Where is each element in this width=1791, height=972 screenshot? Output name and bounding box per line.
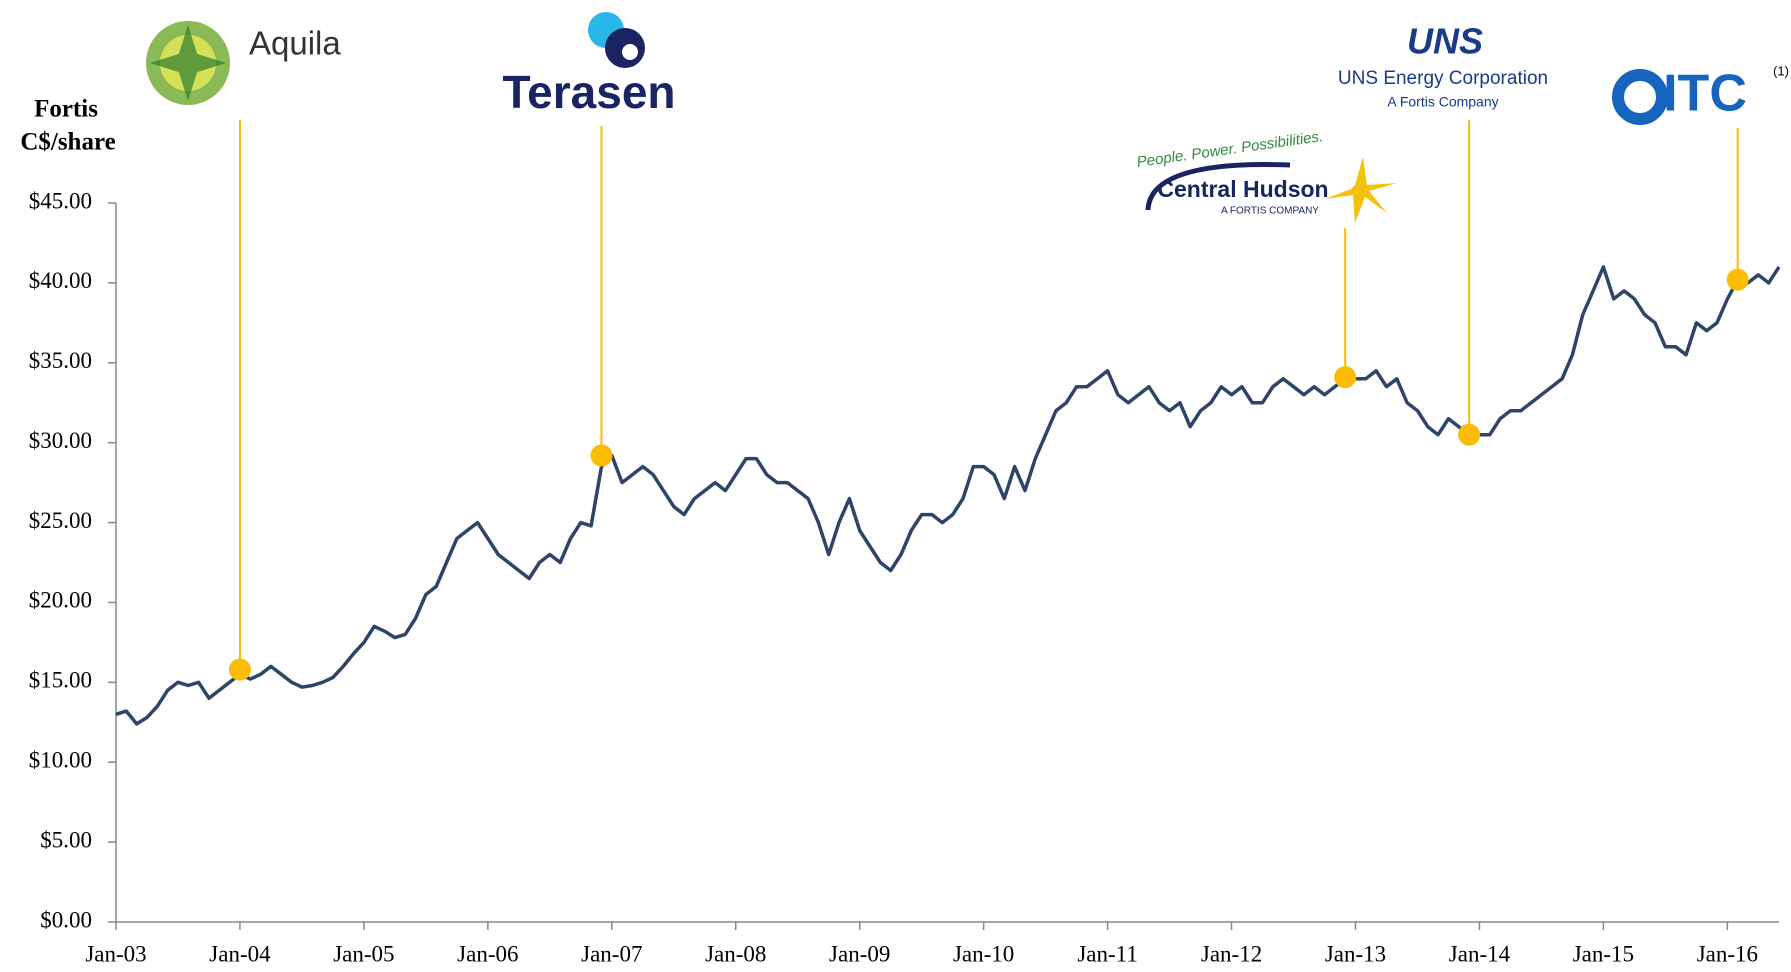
event-dot	[1334, 366, 1357, 389]
event-label: UNS Energy Corporation	[1338, 68, 1548, 89]
event-label: (1)	[1773, 63, 1789, 78]
itc-logo	[1612, 69, 1668, 125]
y-tick-label: $15.00	[29, 668, 92, 693]
event-label: Central Hudson	[1157, 176, 1328, 202]
event-label: ITC	[1663, 65, 1747, 123]
x-tick-label: Jan-14	[1449, 941, 1511, 966]
x-tick-label: Jan-10	[953, 941, 1014, 966]
y-tick-label: $40.00	[29, 268, 92, 293]
y-tick-label: $10.00	[29, 748, 92, 773]
y-tick-label: $5.00	[40, 827, 92, 852]
central-hudson-logo	[1145, 157, 1397, 223]
x-tick-label: Jan-04	[209, 941, 271, 966]
x-tick-label: Jan-13	[1325, 941, 1386, 966]
event-label: Terasen	[502, 66, 675, 118]
y-tick-label: $45.00	[29, 188, 92, 213]
y-tick-label: $20.00	[29, 588, 92, 613]
x-tick-label: Jan-15	[1573, 941, 1634, 966]
event-dot	[228, 658, 251, 681]
y-tick-label: $25.00	[29, 508, 92, 533]
price-line	[115, 265, 1781, 726]
terasen-logo	[588, 12, 645, 68]
y-tick-label: $0.00	[40, 907, 92, 932]
x-tick-label: Jan-06	[457, 941, 518, 966]
y-axis-label: Fortis	[34, 96, 98, 123]
y-axis-label: C$/share	[20, 129, 115, 156]
x-tick-label: Jan-08	[705, 941, 766, 966]
x-tick-label: Jan-11	[1077, 941, 1137, 966]
x-tick-label: Jan-12	[1201, 941, 1262, 966]
event-dot	[1726, 268, 1749, 291]
y-tick-label: $30.00	[29, 428, 92, 453]
event-label: A Fortis Company	[1387, 94, 1498, 110]
y-tick-label: $35.00	[29, 348, 92, 373]
event-label: A FORTIS COMPANY	[1221, 206, 1319, 217]
x-tick-label: Jan-16	[1697, 941, 1758, 966]
x-tick-label: Jan-09	[829, 941, 890, 966]
event-label: UNS	[1407, 21, 1483, 62]
x-tick-label: Jan-07	[581, 941, 642, 966]
event-dot	[1458, 423, 1481, 446]
event-label: Aquila	[249, 25, 341, 62]
x-tick-label: Jan-03	[85, 941, 146, 966]
x-tick-label: Jan-05	[333, 941, 394, 966]
event-dot	[590, 444, 613, 467]
aquila-logo	[146, 21, 230, 105]
